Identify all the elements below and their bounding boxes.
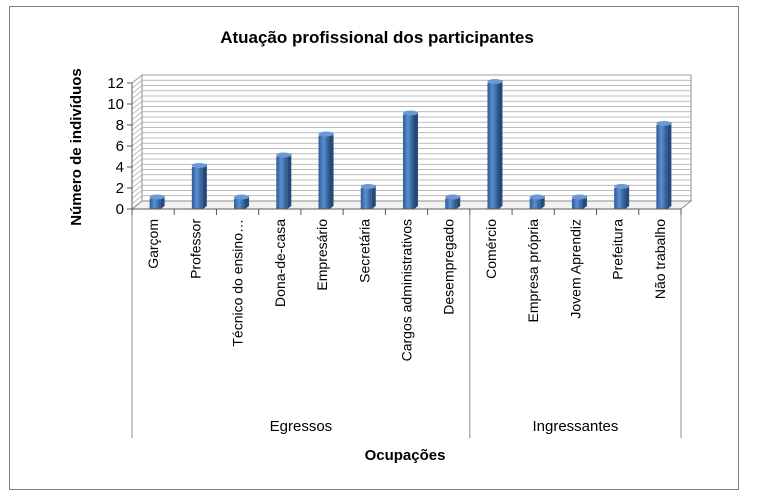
- bar-top: [191, 163, 207, 168]
- y-tick-label: 12: [107, 75, 124, 92]
- category-label: Não trabalho: [652, 219, 668, 299]
- bar: [614, 188, 626, 209]
- bar-side: [202, 164, 207, 209]
- bar-top: [403, 110, 418, 116]
- bar: [234, 198, 246, 209]
- bar-top: [234, 194, 250, 200]
- bar: [276, 156, 288, 209]
- side-gridline: [131, 158, 143, 168]
- side-gridline: [131, 137, 143, 147]
- side-gridline: [131, 132, 143, 142]
- category-label: Desempregado: [441, 219, 457, 315]
- y-tick-label: 6: [116, 138, 124, 155]
- chart-title: Atuação profissional dos participantes: [220, 28, 534, 47]
- y-tick-label: 10: [107, 96, 124, 113]
- side-gridline: [131, 195, 143, 205]
- bar-top: [487, 79, 503, 84]
- bar-side: [498, 80, 503, 209]
- bar-chart: Atuação profissional dos participantes 0…: [68, 28, 693, 464]
- category-label: Dona-de-casa: [272, 219, 288, 307]
- side-gridline: [131, 142, 143, 152]
- category-label: Professor: [187, 219, 203, 279]
- category-label: Empresa própria: [525, 219, 541, 323]
- bar: [403, 114, 414, 209]
- bar-top: [149, 194, 165, 200]
- side-gridline: [131, 100, 143, 110]
- bar: [529, 198, 541, 209]
- side-gridline: [131, 169, 143, 178]
- bar: [360, 188, 372, 209]
- bar-top: [614, 184, 630, 189]
- bar-top: [318, 131, 334, 137]
- group-label: Ingressantes: [532, 418, 618, 435]
- side-gridline: [131, 190, 143, 199]
- side-gridline: [131, 111, 143, 121]
- bar-top: [571, 194, 587, 200]
- group-label: Egressos: [270, 418, 333, 435]
- bar: [445, 198, 457, 209]
- bar-top: [529, 194, 545, 200]
- bar-side: [625, 185, 630, 209]
- category-label: Secretária: [356, 219, 372, 283]
- y-tick-label: 4: [116, 159, 124, 176]
- bar: [656, 125, 668, 209]
- bar-side: [329, 132, 334, 209]
- bar: [487, 83, 499, 209]
- side-gridline: [131, 127, 143, 136]
- side-gridline: [131, 74, 143, 84]
- side-gridline: [131, 95, 143, 105]
- y-axis-label: Número de indivíduos: [68, 68, 85, 226]
- side-gridline: [131, 90, 143, 100]
- plot-area: 0 2 4 6 8 10 12 Garçom Professor Técnico do ensin…: [107, 73, 693, 438]
- bar-top: [445, 194, 461, 200]
- side-gridline: [131, 106, 143, 115]
- side-gridline: [131, 184, 143, 194]
- bar: [149, 198, 161, 209]
- bar-top: [656, 121, 672, 126]
- bar-side: [371, 185, 376, 209]
- side-gridline: [131, 116, 143, 126]
- category-label: Comércio: [483, 219, 499, 279]
- category-label: Garçom: [145, 219, 161, 269]
- bar-top: [276, 152, 292, 158]
- y-tick-label: 8: [116, 117, 124, 134]
- chart-frame: Atuação profissional dos participantes 0…: [9, 6, 739, 490]
- side-gridline: [131, 85, 143, 94]
- bar-side: [414, 111, 418, 209]
- side-gridline: [131, 121, 143, 131]
- x-axis-label: Ocupações: [365, 447, 446, 464]
- bar-side: [667, 122, 672, 209]
- category-label: Prefeitura: [610, 219, 626, 280]
- bar: [318, 135, 330, 209]
- side-gridline: [131, 79, 143, 89]
- side-gridline: [131, 153, 143, 163]
- category-label: Cargos administrativos: [399, 219, 415, 361]
- side-gridline: [131, 148, 143, 157]
- category-label: Jovem Aprendiz: [567, 219, 583, 319]
- side-gridline: [131, 174, 143, 184]
- y-tick-label: 2: [116, 180, 124, 197]
- category-label: Empresário: [314, 219, 330, 291]
- side-gridline: [131, 179, 143, 189]
- side-gridline: [131, 163, 143, 173]
- bar: [191, 167, 203, 209]
- y-tick-label: 0: [116, 201, 124, 218]
- bar-side: [287, 153, 292, 209]
- category-label: Técnico do ensino…: [230, 219, 246, 347]
- bar: [571, 198, 583, 209]
- bar-top: [360, 184, 376, 189]
